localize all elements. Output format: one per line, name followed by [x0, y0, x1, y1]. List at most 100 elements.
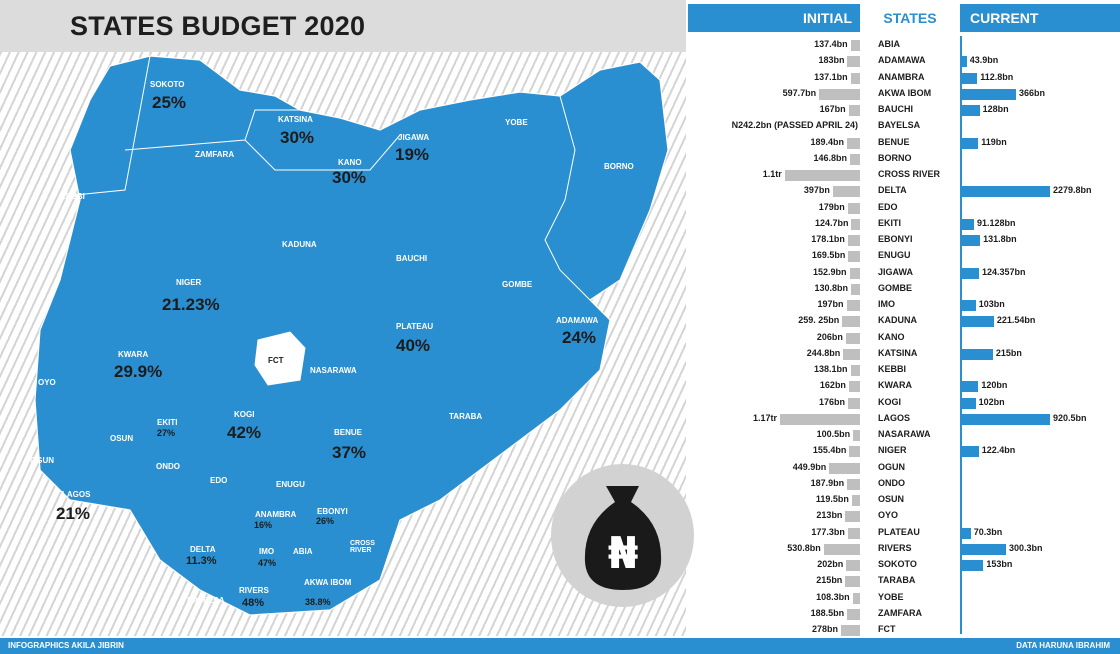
initial-bar: [851, 495, 860, 506]
table-row: 278bn FCT: [688, 622, 1120, 638]
map-label-delta: DELTA: [190, 545, 216, 554]
current-value-label: 128bn: [982, 104, 1009, 114]
state-name: PLATEAU: [878, 526, 920, 537]
state-name: ANAMBRA: [878, 71, 925, 82]
current-value-label: 91.128bn: [976, 217, 1016, 228]
state-name: ABIA: [878, 39, 900, 49]
map-label-ondo: ONDO: [156, 462, 180, 471]
table-row: 179bn EDO: [688, 200, 1120, 216]
footer-bar: INFOGRAPHICS AKILA JIBRIN DATA HARUNA IB…: [0, 638, 1120, 654]
state-name: BENUE: [878, 136, 910, 147]
map-label-kano: KANO: [338, 158, 362, 167]
map-label-imo: IMO: [259, 547, 275, 556]
state-name: KEBBI: [878, 364, 907, 374]
map-label-oyo: OYO: [38, 378, 56, 387]
map-pct-benue: 37%: [332, 443, 367, 462]
initial-value-label: 449.9bn: [792, 461, 827, 472]
table-row: 244.8bn KATSINA 215bn: [688, 346, 1120, 362]
infographics-credit: INFOGRAPHICS AKILA JIBRIN: [8, 641, 124, 650]
table-row: 124.7bn EKITI 91.128bn: [688, 216, 1120, 232]
state-name: FCT: [878, 624, 896, 634]
map-label-benue: BENUE: [334, 428, 363, 437]
budget-table: INITIAL STATES CURRENT 137.4bn ABIA 183bn A…: [688, 0, 1120, 636]
table-row: 259. 25bn KADUNA 221.54bn: [688, 313, 1120, 329]
initial-value-label: 206bn: [816, 331, 843, 342]
initial-bar: [842, 316, 860, 328]
table-row: 187.9bn ONDO: [688, 476, 1120, 492]
map-pct-rivers: 48%: [242, 597, 265, 609]
state-name: OSUN: [878, 494, 905, 504]
initial-value-label: 183bn: [818, 55, 845, 66]
initial-bar: [849, 153, 860, 165]
initial-bar: [846, 300, 860, 311]
table-row: 189.4bn BENUE 119bn: [688, 135, 1120, 151]
initial-bar: [829, 462, 860, 474]
table-row: 169.5bn ENUGU: [688, 248, 1120, 264]
map-pct-kwara: 29.9%: [114, 362, 163, 381]
current-bar: [960, 137, 979, 149]
table-row: 183bn ADAMAWA 43.9bn: [688, 53, 1120, 69]
fct-label: FCT: [268, 356, 284, 365]
state-name: ADAMAWA: [878, 55, 926, 66]
state-name: ENUGU: [878, 250, 911, 261]
initial-value-label: 130.8bn: [814, 282, 849, 293]
initial-bar: [843, 348, 860, 360]
map-pct-delta: 11.3%: [186, 555, 217, 567]
initial-value-label: 1.17tr: [752, 412, 777, 423]
initial-value-label: 152.9bn: [813, 266, 847, 277]
current-value-label: 366bn: [1019, 87, 1046, 98]
current-bar: [960, 527, 971, 539]
initial-bar: [853, 430, 860, 441]
current-bar: [960, 560, 984, 571]
current-value-label: 2279.8bn: [1053, 185, 1092, 196]
current-bar: [960, 105, 980, 116]
map-label-kogi: KOGI: [234, 410, 255, 419]
state-name: KADUNA: [878, 315, 917, 326]
bag-shape: [584, 486, 662, 590]
current-bar: [960, 316, 994, 328]
map-label-borno: BORNO: [604, 162, 634, 171]
initial-bar: [847, 235, 860, 246]
initial-value-label: 179bn: [818, 201, 845, 212]
initial-bar: [847, 478, 860, 490]
map-label-adamawa: ADAMAWA: [556, 316, 599, 325]
map-label-sokoto: SOKOTO: [150, 80, 185, 89]
initial-value-label: 124.7bn: [814, 217, 849, 228]
initial-value-label: 187.9bn: [810, 477, 845, 488]
state-name: NIGER: [878, 445, 907, 456]
map-pct-lagos: 21%: [56, 504, 91, 523]
current-value-label: 920.5bn: [1053, 412, 1087, 423]
initial-value-label: 177.3bn: [811, 526, 845, 537]
state-name: EBONYI: [878, 234, 913, 244]
initial-value-label: 397bn: [803, 185, 830, 196]
map-label-osun: OSUN: [110, 434, 134, 443]
initial-value-label: 138.1bn: [814, 364, 848, 374]
current-value-label: 300.3bn: [1008, 542, 1043, 553]
table-row: 138.1bn KEBBI: [688, 362, 1120, 378]
state-name: KANO: [878, 331, 905, 342]
state-name: RIVERS: [878, 542, 912, 553]
current-bar: [960, 186, 1050, 198]
state-name: TARABA: [878, 575, 916, 586]
initial-value-label: 530.8bn: [787, 542, 821, 553]
state-name: YOBE: [878, 591, 904, 602]
map-label-kaduna: KADUNA: [282, 240, 317, 249]
table-row: 1.17tr LAGOS 920.5bn: [688, 411, 1120, 427]
current-value-label: 112.8bn: [980, 71, 1014, 82]
map-label-kwara: KWARA: [118, 350, 149, 359]
table-row: 213bn OYO: [688, 508, 1120, 524]
initial-bar: [846, 560, 860, 571]
initial-value-label: 215bn: [816, 575, 843, 586]
current-bar: [960, 88, 1016, 100]
map-label-bayelsa: BAYELSA: [187, 596, 225, 605]
map-label-abia: ABIA: [293, 547, 313, 556]
state-name: NASARAWA: [878, 429, 931, 439]
map-label-edo: EDO: [210, 476, 228, 485]
map-label-akwa-ibom: AKWA IBOM: [304, 578, 352, 587]
current-bar: [960, 300, 976, 311]
map-pct-ekiti: 27%: [157, 428, 176, 438]
state-name: KWARA: [878, 380, 912, 391]
map-pct-ebonyi: 26%: [316, 516, 335, 526]
map-pct-kogi: 42%: [227, 423, 262, 442]
current-value-label: 43.9bn: [969, 55, 999, 66]
